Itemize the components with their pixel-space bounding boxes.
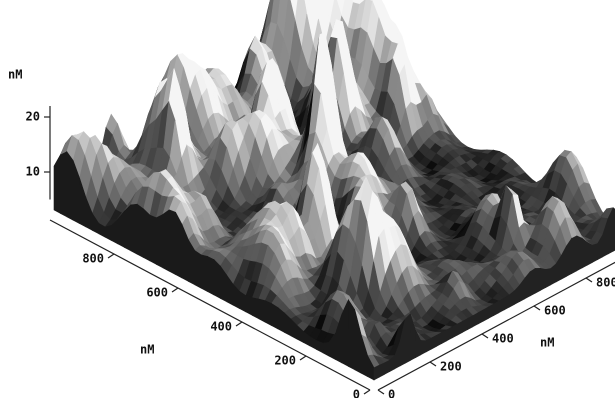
surface-side <box>201 255 207 292</box>
surface-side <box>272 304 278 329</box>
y-tick <box>482 334 488 338</box>
surface-side <box>452 324 457 338</box>
x-tick <box>172 288 178 292</box>
z-axis-label: nM <box>8 68 22 82</box>
surface-side <box>176 212 182 278</box>
chart: nM nM nM 0 200 400 600 800 0 200 400 600 800 10 20 <box>0 0 615 398</box>
x-tick <box>364 390 370 394</box>
surface-side <box>546 268 551 287</box>
surface-side <box>169 210 175 275</box>
x-tick-label: 200 <box>274 354 296 368</box>
surface-side <box>426 338 431 352</box>
surface-side <box>195 251 201 289</box>
y-axis-label: nM <box>540 336 554 350</box>
z-tick-label: 10 <box>26 165 40 179</box>
surface-side <box>530 268 535 296</box>
surface-side <box>462 319 467 333</box>
y-tick-label: 600 <box>544 304 566 318</box>
x-tick <box>108 254 114 258</box>
surface-side <box>252 298 258 319</box>
surface-side <box>577 236 582 271</box>
surface-side <box>582 238 587 268</box>
surface-side <box>405 314 410 363</box>
surface-side <box>54 155 60 213</box>
surface-side <box>572 236 577 274</box>
y-tick-label: 800 <box>596 276 615 290</box>
y-tick-label: 0 <box>388 388 395 398</box>
x-tick-label: 800 <box>82 252 104 266</box>
surface-side <box>265 301 271 326</box>
surface-side <box>156 214 162 267</box>
x-tick <box>236 322 242 326</box>
surface-side <box>144 209 150 261</box>
surface-side <box>259 299 265 322</box>
surface-side <box>442 330 447 344</box>
x-tick-label: 600 <box>146 286 168 300</box>
surface-side <box>105 225 111 240</box>
x-axis-label: nM <box>140 343 154 357</box>
surface-side <box>592 244 597 263</box>
surface <box>54 0 615 380</box>
y-tick <box>430 362 436 366</box>
surface-side <box>540 268 545 290</box>
y-tick-label: 400 <box>492 332 514 346</box>
y-tick-label: 200 <box>440 360 462 374</box>
surface-side <box>67 152 73 220</box>
surface-side <box>587 242 592 265</box>
surface-side <box>488 304 493 318</box>
surface-side <box>150 215 156 264</box>
x-tick-label: 400 <box>210 320 232 334</box>
y-tick <box>586 278 592 282</box>
surface-side <box>379 363 384 377</box>
surface-side <box>124 205 130 251</box>
surface-side <box>214 260 220 299</box>
x-tick-label: 0 <box>353 388 360 398</box>
surface-side <box>131 204 137 254</box>
y-tick <box>534 306 540 310</box>
surface-side <box>208 256 214 295</box>
surface-side <box>447 327 452 341</box>
surface-side <box>60 152 66 217</box>
surface-side <box>374 365 379 380</box>
surface-side <box>494 301 499 316</box>
surface-side <box>323 342 329 356</box>
z-tick-label: 20 <box>26 110 40 124</box>
surface-side <box>431 335 436 349</box>
surface-side <box>163 210 169 271</box>
surface-side <box>348 300 354 370</box>
surface-side <box>499 298 504 313</box>
x-tick <box>300 356 306 360</box>
surface-side <box>137 204 143 257</box>
surface-side <box>457 321 462 335</box>
y-tick <box>378 390 384 394</box>
surface-side <box>535 268 540 293</box>
surface-side <box>421 340 426 354</box>
surface-side <box>246 296 252 316</box>
surface-side <box>384 360 389 374</box>
surface-side <box>436 333 441 347</box>
